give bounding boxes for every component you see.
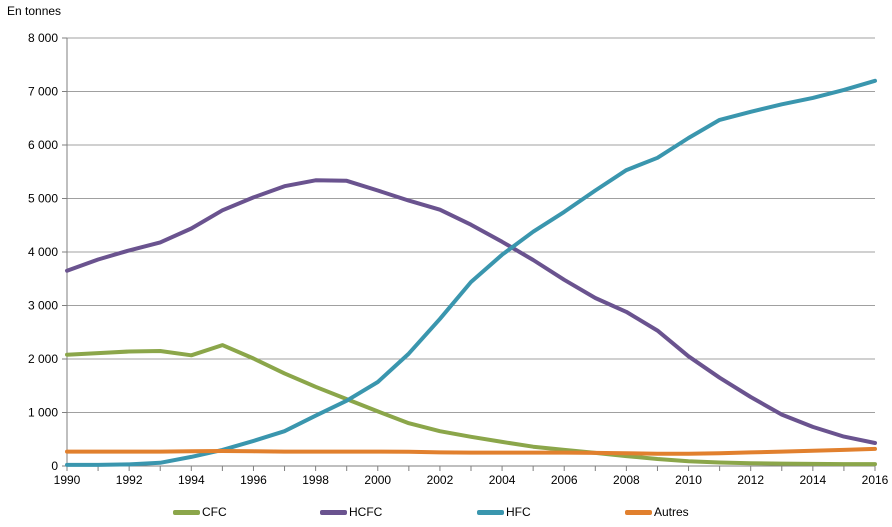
y-axis-tick-label: 3 000 xyxy=(28,299,58,313)
series-line-hcfc xyxy=(65,178,877,445)
legend-label-hfc: HFC xyxy=(506,505,531,519)
legend-label-autres: Autres xyxy=(654,505,689,519)
legend-label-cfc: CFC xyxy=(202,505,227,519)
y-axis-tick-label: 5 000 xyxy=(28,192,58,206)
legend-marker-hcfc xyxy=(320,509,347,515)
legend: CFC HCFC HFC Autres xyxy=(0,502,892,522)
legend-marker-cfc xyxy=(173,509,200,515)
x-axis-tick-label: 1996 xyxy=(240,473,267,487)
y-axis-tick-label: 2 000 xyxy=(28,352,58,366)
y-axis-tick-label: 0 xyxy=(51,459,58,473)
legend-marker-autres xyxy=(625,509,652,515)
x-axis-tick-label: 2008 xyxy=(613,473,640,487)
y-axis-tick-label: 8 000 xyxy=(28,31,58,45)
x-axis-tick-label: 2010 xyxy=(675,473,702,487)
legend-item-autres: Autres xyxy=(625,502,689,522)
x-axis-tick-label: 2012 xyxy=(737,473,764,487)
x-axis-tick-label: 1992 xyxy=(116,473,143,487)
y-axis-unit-label: En tonnes xyxy=(7,4,62,18)
series-line-autres xyxy=(65,446,877,456)
legend-item-hfc: HFC xyxy=(477,502,531,522)
y-axis-tick-label: 7 000 xyxy=(28,85,58,99)
y-axis-tick-label: 6 000 xyxy=(28,138,58,152)
legend-item-hcfc: HCFC xyxy=(320,502,382,522)
series-line-cfc xyxy=(65,343,877,467)
y-axis-tick-label: 1 000 xyxy=(28,406,58,420)
x-axis-tick-label: 2002 xyxy=(427,473,454,487)
x-axis-tick-label: 2004 xyxy=(489,473,516,487)
x-axis-tick-label: 2006 xyxy=(551,473,578,487)
series-line-hfc xyxy=(65,78,877,467)
legend-label-hcfc: HCFC xyxy=(349,505,383,519)
x-axis-tick-label: 2000 xyxy=(364,473,391,487)
x-axis-tick-label: 1998 xyxy=(302,473,329,487)
y-axis-tick-label: 4 000 xyxy=(28,245,58,259)
legend-marker-hfc xyxy=(477,509,504,515)
x-axis-tick-label: 2016 xyxy=(862,473,889,487)
x-axis-tick-label: 1990 xyxy=(54,473,81,487)
legend-item-cfc: CFC xyxy=(173,502,227,522)
x-axis-tick-label: 1994 xyxy=(178,473,205,487)
x-axis-tick-label: 2014 xyxy=(799,473,826,487)
